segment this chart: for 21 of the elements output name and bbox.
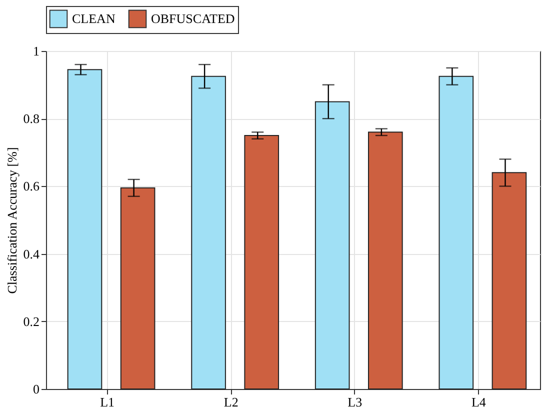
y-tick-label: 0.8 [23,111,40,126]
x-tick-label: L1 [100,394,115,410]
x-tick-label: L3 [348,394,362,410]
y-tick-label: 0 [33,382,40,396]
bar [438,76,474,390]
legend-label: OBFUSCATED [151,10,235,26]
legend-label: CLEAN [72,10,116,26]
y-tick-label: 0.2 [23,314,40,329]
bar [314,101,350,390]
y-tick-label: 0.4 [23,246,40,262]
bar [244,135,280,390]
bar [67,69,102,390]
bar [492,172,527,390]
y-tick-label: 0.6 [23,178,40,194]
x-tick-label: L4 [471,394,486,410]
bar [191,76,226,390]
bar [120,187,156,390]
x-tick-label: L2 [224,394,238,410]
y-axis-title: Classification Accuracy [%] [4,147,20,294]
y-tick-label: 1 [33,44,40,58]
bar [368,132,403,390]
